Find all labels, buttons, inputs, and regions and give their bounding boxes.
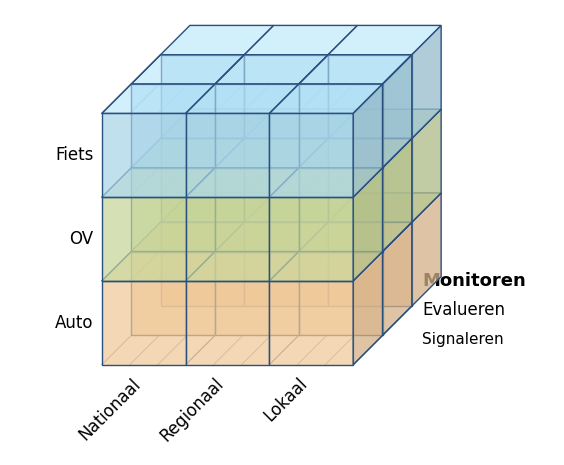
Polygon shape <box>299 55 412 84</box>
Polygon shape <box>186 84 299 113</box>
Polygon shape <box>412 26 441 139</box>
Polygon shape <box>299 84 382 168</box>
Polygon shape <box>244 193 358 222</box>
Polygon shape <box>270 197 353 281</box>
Text: Lokaal: Lokaal <box>261 375 311 425</box>
Polygon shape <box>328 139 412 222</box>
Polygon shape <box>270 281 353 365</box>
Polygon shape <box>412 193 441 306</box>
Polygon shape <box>328 193 441 222</box>
Polygon shape <box>161 193 274 222</box>
Polygon shape <box>244 222 328 306</box>
Polygon shape <box>186 168 299 197</box>
Polygon shape <box>382 55 412 168</box>
Polygon shape <box>353 252 382 365</box>
Polygon shape <box>215 168 299 252</box>
Polygon shape <box>215 252 299 335</box>
Polygon shape <box>299 168 382 252</box>
Polygon shape <box>131 139 244 168</box>
Polygon shape <box>353 168 382 281</box>
Polygon shape <box>186 197 270 281</box>
Polygon shape <box>270 252 382 281</box>
Polygon shape <box>328 26 441 55</box>
Polygon shape <box>244 109 358 139</box>
Text: Evalueren: Evalueren <box>422 301 505 319</box>
Polygon shape <box>270 84 382 113</box>
Polygon shape <box>299 222 412 252</box>
Polygon shape <box>131 252 215 335</box>
Polygon shape <box>244 139 328 222</box>
Polygon shape <box>270 168 382 197</box>
Polygon shape <box>186 281 270 365</box>
Polygon shape <box>270 113 353 197</box>
Polygon shape <box>186 113 270 197</box>
Polygon shape <box>215 139 328 168</box>
Polygon shape <box>161 55 244 139</box>
Polygon shape <box>353 84 382 197</box>
Polygon shape <box>328 222 412 306</box>
Polygon shape <box>299 252 382 335</box>
Polygon shape <box>161 139 244 222</box>
Polygon shape <box>382 222 412 335</box>
Polygon shape <box>244 55 328 139</box>
Polygon shape <box>412 109 441 222</box>
Polygon shape <box>102 281 186 365</box>
Polygon shape <box>131 55 244 84</box>
Polygon shape <box>328 109 441 139</box>
Polygon shape <box>161 109 274 139</box>
Text: Fiets: Fiets <box>55 146 94 164</box>
Polygon shape <box>102 113 186 197</box>
Text: OV: OV <box>69 230 94 248</box>
Text: Monitoren: Monitoren <box>422 272 526 290</box>
Polygon shape <box>299 139 412 168</box>
Text: Nationaal: Nationaal <box>75 375 144 444</box>
Polygon shape <box>244 26 358 55</box>
Polygon shape <box>215 222 328 252</box>
Text: Regionaal: Regionaal <box>157 375 227 445</box>
Polygon shape <box>102 84 215 113</box>
Polygon shape <box>161 26 274 55</box>
Polygon shape <box>131 222 244 252</box>
Polygon shape <box>131 84 215 168</box>
Polygon shape <box>186 252 299 281</box>
Polygon shape <box>102 197 186 281</box>
Polygon shape <box>215 55 328 84</box>
Polygon shape <box>131 168 215 252</box>
Text: Signaleren: Signaleren <box>422 332 504 347</box>
Polygon shape <box>215 84 299 168</box>
Polygon shape <box>161 222 244 306</box>
Polygon shape <box>102 252 215 281</box>
Polygon shape <box>328 55 412 139</box>
Text: Auto: Auto <box>55 314 94 332</box>
Polygon shape <box>382 139 412 252</box>
Polygon shape <box>102 168 215 197</box>
